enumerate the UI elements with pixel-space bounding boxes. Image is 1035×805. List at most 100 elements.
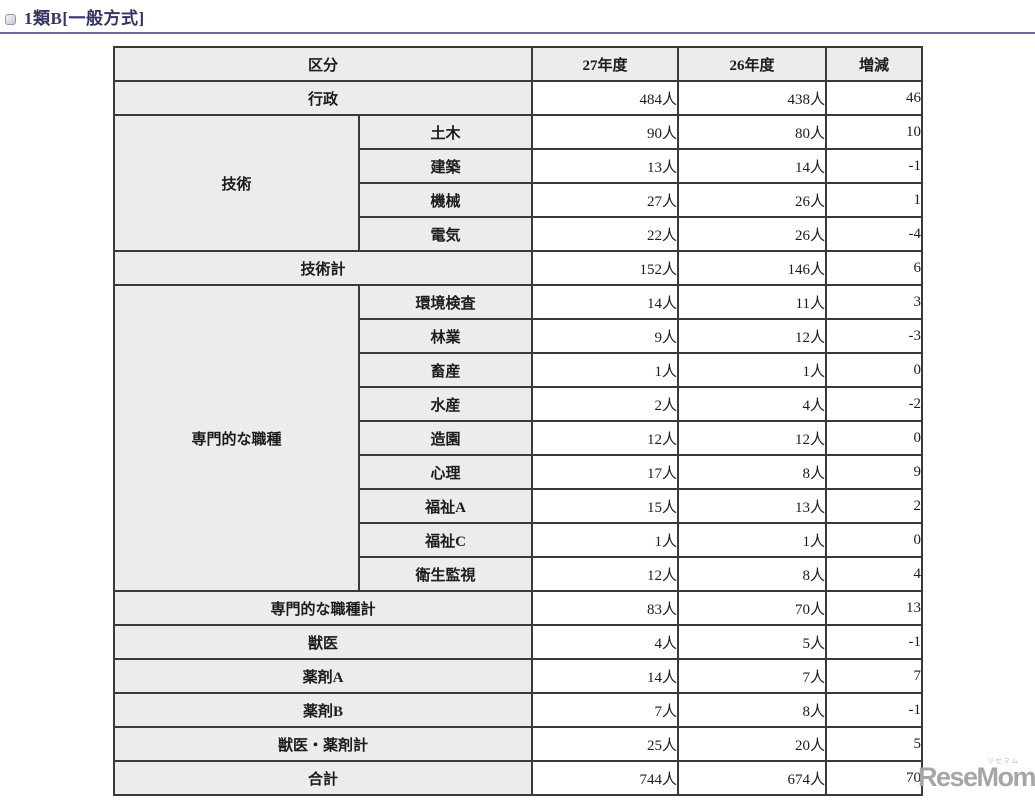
watermark-ruby-text: リセマム [987,758,1019,765]
value-cell-fy26: 26人 [677,216,827,252]
value-cell-fy26: 13人 [677,488,827,524]
value-cell-diff: 9 [825,454,923,490]
value-cell-fy26: 8人 [677,556,827,592]
section-bullet-icon [5,13,16,25]
value-cell-fy26: 146人 [677,250,827,286]
value-cell-fy26: 12人 [677,318,827,354]
col-header-fy26: 26年度 [677,46,827,82]
value-cell-fy26: 8人 [677,692,827,728]
value-cell-fy27: 27人 [531,182,679,218]
value-cell-fy26: 80人 [677,114,827,150]
value-cell-fy26: 5人 [677,624,827,660]
table-row: 建築 13人 14人 -1 [114,148,923,184]
row-label-cell: 福祉A [358,488,533,524]
value-cell-fy27: 83人 [531,590,679,626]
recruitment-table: 区分 27年度 26年度 増減 行政 484人 438人 46 技術 土木 90人 80人 10 建築 1… [113,46,923,796]
value-cell-fy26: 674人 [677,760,827,796]
row-label-cell: 合計 [113,760,533,796]
value-cell-diff: -3 [825,318,923,354]
value-cell-fy27: 14人 [531,284,679,320]
row-label-cell: 薬剤A [113,658,533,694]
table-row: 林業 9人 12人 -3 [114,318,923,354]
value-cell-diff: -4 [825,216,923,252]
table-row: 専門的な職種計 83人 70人 13 [113,590,923,626]
watermark-logo-text: ReseMom. [918,762,1035,792]
value-cell-diff: 7 [825,658,923,694]
group-label-cell: 技術 [113,114,360,252]
table-row: 薬剤A 14人 7人 7 [113,658,923,694]
row-label-cell: 造園 [358,420,533,456]
value-cell-diff: 70 [825,760,923,796]
resemom-watermark: リセマム ReseMom. [918,754,1035,794]
value-cell-fy27: 15人 [531,488,679,524]
table-row: 専門的な職種 環境検査 14人 11人 3 [113,284,923,592]
row-label-cell: 福祉C [358,522,533,558]
table-row: 行政 484人 438人 46 [113,80,923,116]
col-header-kubun: 区分 [113,46,533,82]
value-cell-fy26: 20人 [677,726,827,762]
value-cell-diff: 46 [825,80,923,116]
value-cell-fy26: 11人 [677,284,827,320]
row-label-cell: 環境検査 [358,284,533,320]
value-cell-diff: 0 [825,420,923,456]
row-label-cell: 衛生監視 [358,556,533,592]
value-cell-fy27: 13人 [531,148,679,184]
table-row: 造園 12人 12人 0 [114,420,923,456]
value-cell-fy27: 12人 [531,420,679,456]
group-label-cell: 専門的な職種 [113,284,360,592]
table-row: 獣医 4人 5人 -1 [113,624,923,660]
table-row: 技術計 152人 146人 6 [113,250,923,286]
row-label-cell: 水産 [358,386,533,422]
value-cell-fy27: 25人 [531,726,679,762]
table-body: 行政 484人 438人 46 技術 土木 90人 80人 10 建築 13人 14人 -1 機械 27人 2… [113,80,923,796]
value-cell-diff: 6 [825,250,923,286]
value-cell-fy26: 70人 [677,590,827,626]
value-cell-fy26: 7人 [677,658,827,694]
value-cell-fy26: 4人 [677,386,827,422]
row-label-cell: 林業 [358,318,533,354]
value-cell-fy26: 438人 [677,80,827,116]
value-cell-diff: 0 [825,522,923,558]
value-cell-fy27: 1人 [531,522,679,558]
table-row: 薬剤B 7人 8人 -1 [113,692,923,728]
value-cell-fy27: 17人 [531,454,679,490]
row-label-cell: 土木 [358,114,533,150]
table-header: 区分 27年度 26年度 増減 [113,46,923,82]
row-label-cell: 獣医・薬剤計 [113,726,533,762]
table-row: 福祉A 15人 13人 2 [114,488,923,524]
table-row: 電気 22人 26人 -4 [114,216,923,252]
value-cell-fy26: 1人 [677,522,827,558]
section-header: 1類B[一般方式] [5,10,145,28]
value-cell-fy27: 9人 [531,318,679,354]
value-cell-diff: -2 [825,386,923,422]
row-label-cell: 技術計 [113,250,533,286]
value-cell-diff: 5 [825,726,923,762]
value-cell-fy27: 1人 [531,352,679,388]
table-row: 技術 土木 90人 80人 10 [113,114,923,252]
value-cell-fy27: 2人 [531,386,679,422]
col-header-diff: 増減 [825,46,923,82]
table-row: 合計 744人 674人 70 [113,760,923,796]
value-cell-fy26: 26人 [677,182,827,218]
value-cell-fy26: 1人 [677,352,827,388]
value-cell-diff: -1 [825,624,923,660]
value-cell-diff: 3 [825,284,923,320]
value-cell-diff: 4 [825,556,923,592]
value-cell-fy27: 7人 [531,692,679,728]
row-label-cell: 行政 [113,80,533,116]
value-cell-fy27: 744人 [531,760,679,796]
value-cell-diff: 2 [825,488,923,524]
table-row: 福祉C 1人 1人 0 [114,522,923,558]
col-header-fy27: 27年度 [531,46,679,82]
table-row: 心理 17人 8人 9 [114,454,923,490]
value-cell-fy27: 484人 [531,80,679,116]
value-cell-fy27: 90人 [531,114,679,150]
value-cell-diff: -1 [825,148,923,184]
value-cell-fy26: 12人 [677,420,827,456]
row-label-cell: 獣医 [113,624,533,660]
value-cell-fy27: 4人 [531,624,679,660]
row-label-cell: 建築 [358,148,533,184]
value-cell-fy27: 22人 [531,216,679,252]
value-cell-diff: -1 [825,692,923,728]
